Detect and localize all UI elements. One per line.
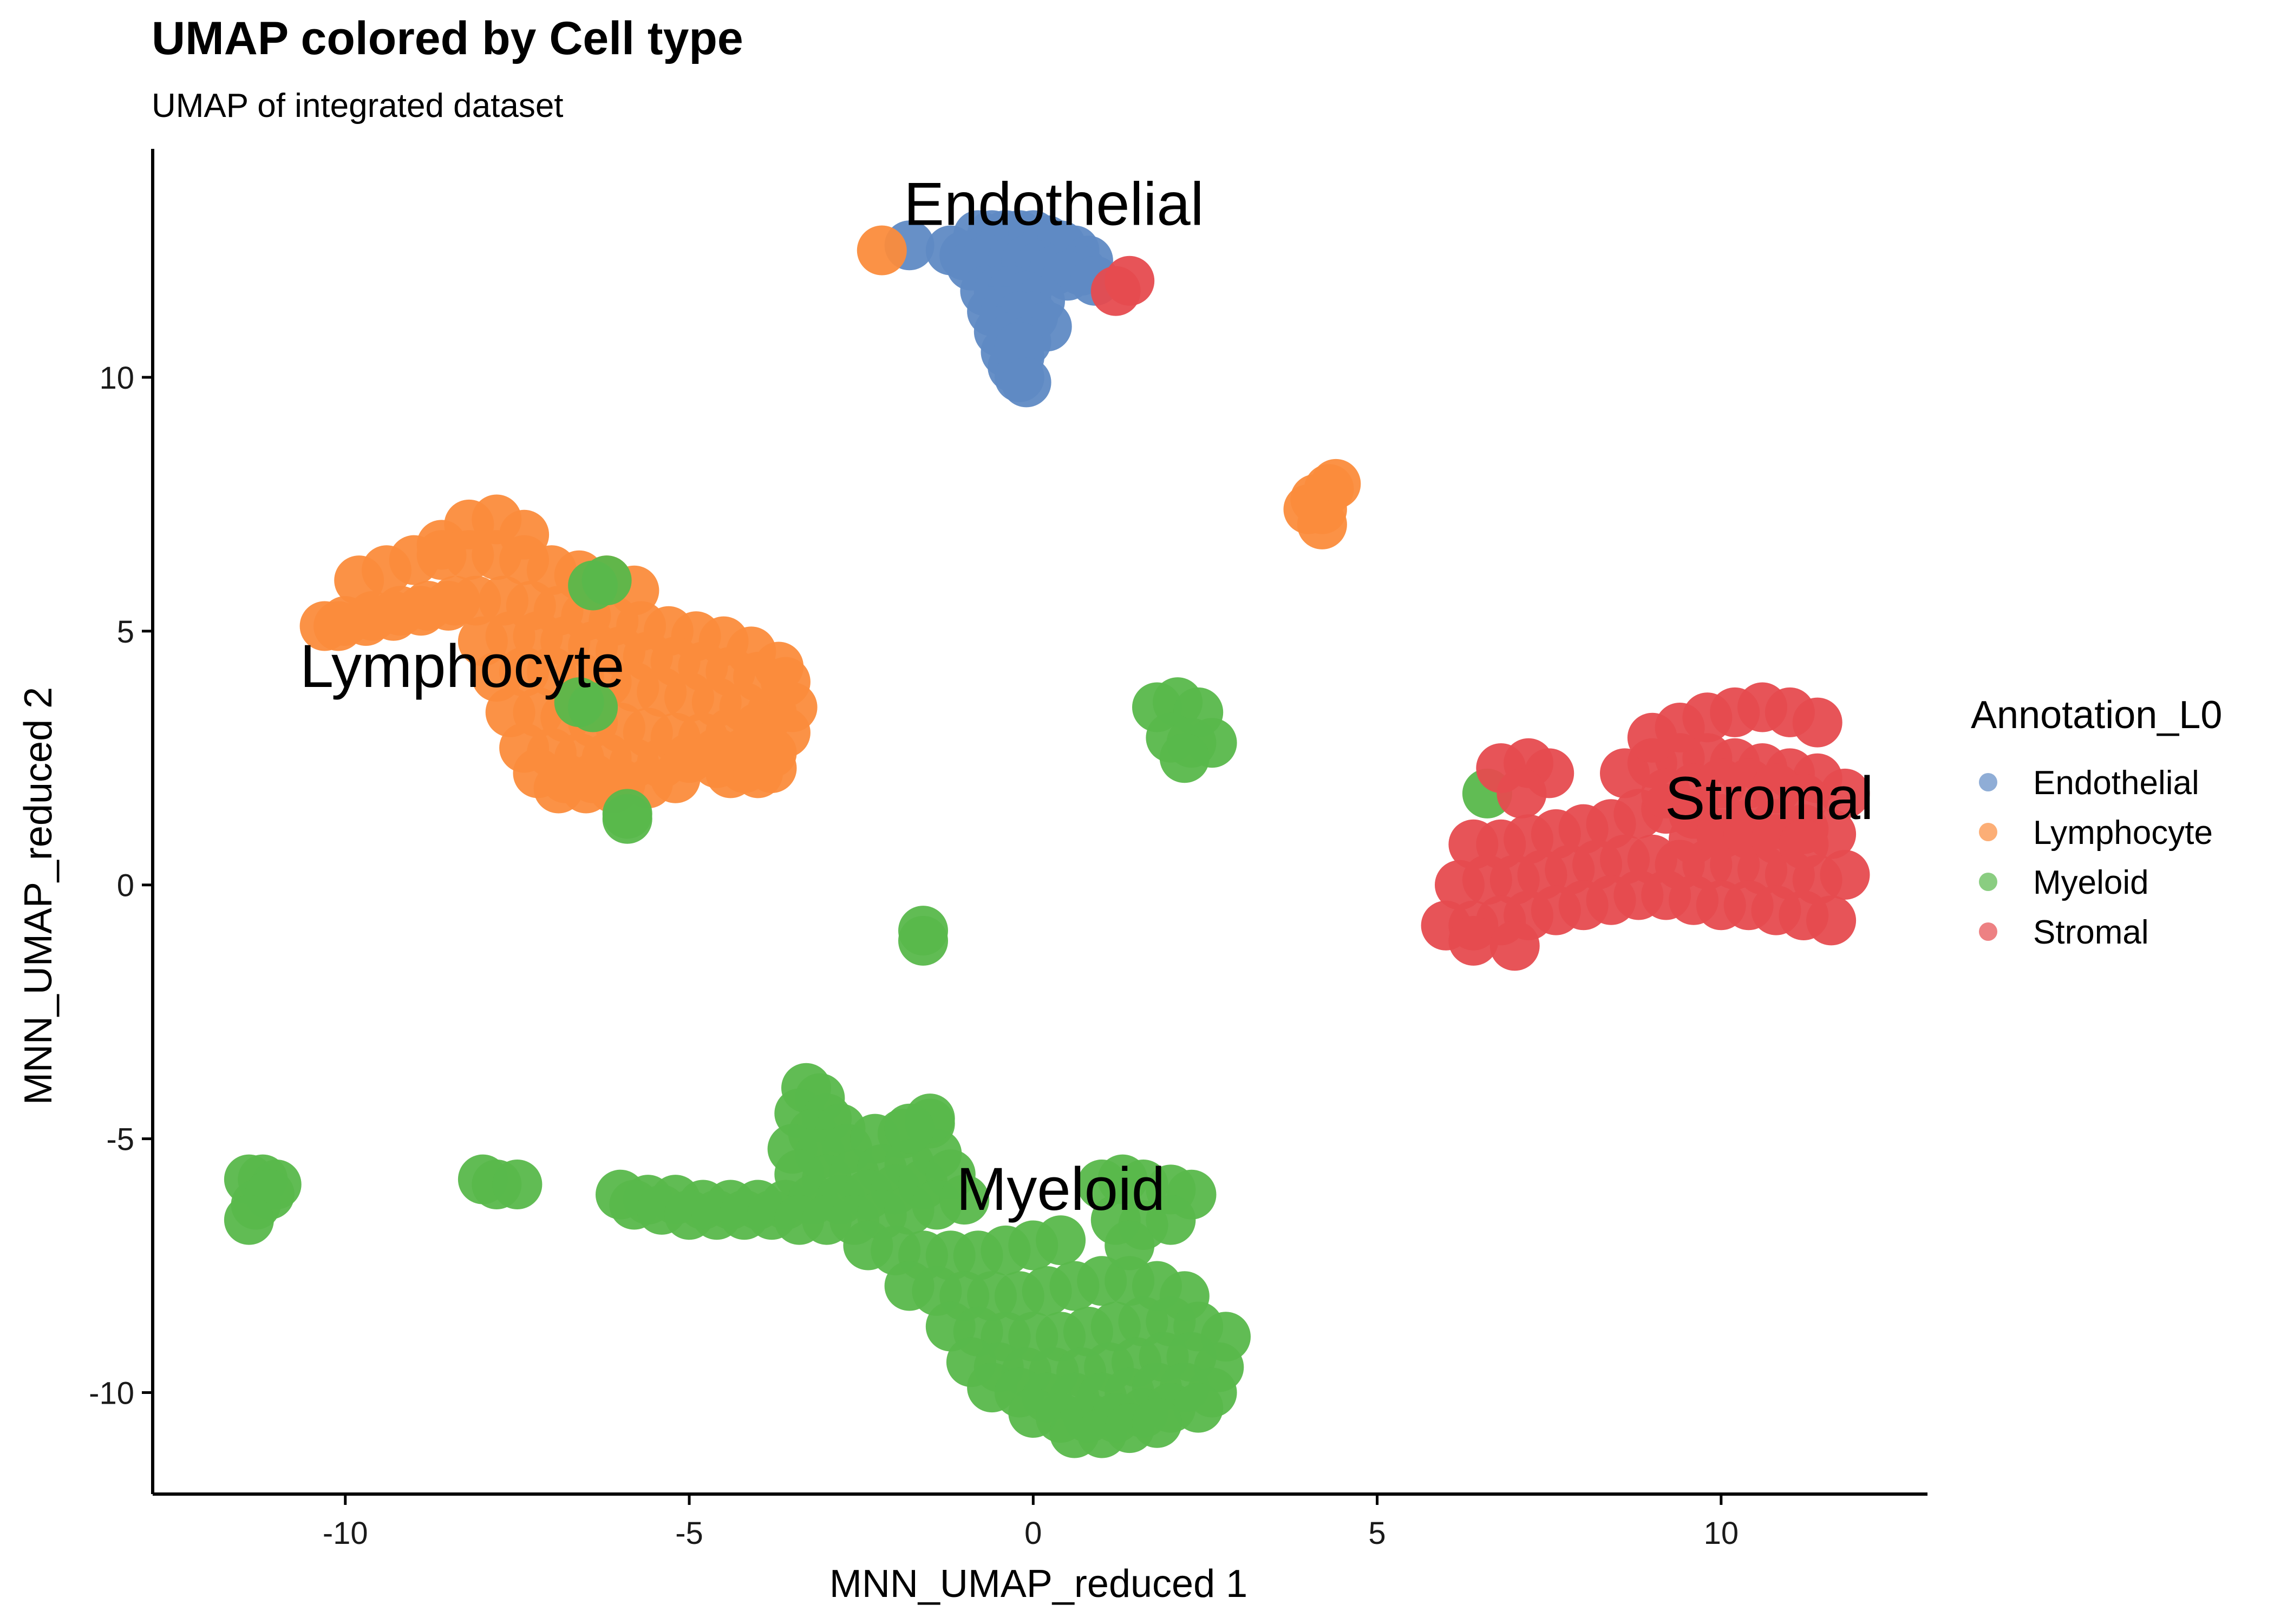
legend-label-endothelial: Endothelial [2033, 764, 2199, 802]
point-myeloid [568, 682, 618, 732]
cluster-label-endothelial: Endothelial [904, 171, 1204, 238]
point-lymphocyte [857, 225, 907, 276]
point-stromal [1792, 697, 1842, 748]
legend-key-lymphocyte [1979, 823, 1997, 841]
legend-label-lymphocyte: Lymphocyte [2033, 814, 2213, 852]
series-stromal [1090, 256, 1870, 971]
x-tick-label: 0 [1024, 1516, 1042, 1551]
cluster-label-myeloid: Myeloid [956, 1155, 1165, 1223]
cluster-label-lymphocyte: Lymphocyte [300, 632, 625, 700]
point-myeloid [1105, 1220, 1155, 1271]
legend-key-stromal [1979, 922, 1997, 941]
point-endothelial [1001, 357, 1051, 408]
y-tick-label: -5 [106, 1122, 134, 1157]
x-tick-label: 5 [1368, 1516, 1386, 1551]
series-myeloid [224, 555, 1512, 1458]
point-lymphocyte [733, 748, 783, 798]
point-stromal [1779, 774, 1829, 824]
cluster-label-layer: Endothelial Lymphocyte Stromal Myeloid [300, 171, 1874, 1223]
point-myeloid [492, 1160, 543, 1209]
point-myeloid [602, 794, 652, 844]
x-tick-label: -10 [323, 1516, 368, 1551]
y-tick-label: 0 [117, 868, 134, 903]
legend-label-myeloid: Myeloid [2033, 864, 2149, 901]
series-lymphocyte [299, 225, 1361, 814]
legend: Annotation_L0 Endothelial Lymphocyte Myelo… [1971, 693, 2222, 951]
legend-key-myeloid [1979, 873, 1997, 891]
point-myeloid [1132, 1398, 1182, 1448]
point-stromal [1820, 850, 1870, 900]
point-myeloid [898, 915, 948, 966]
y-axis-label: MNN_UMAP_reduced 2 [17, 687, 60, 1105]
point-stromal [1497, 768, 1547, 818]
y-tick-label: -10 [89, 1376, 134, 1411]
legend-items: Endothelial Lymphocyte Myeloid Stromal [1979, 764, 2213, 951]
cluster-label-stromal: Stromal [1665, 764, 1874, 832]
point-myeloid [581, 555, 632, 606]
legend-label-stromal: Stromal [2033, 914, 2149, 951]
y-tick-layer: -10 -5 0 5 10 [89, 361, 153, 1411]
point-myeloid [1146, 1195, 1196, 1245]
point-stromal [1806, 895, 1857, 946]
point-lymphocyte [650, 753, 701, 803]
y-tick-label: 5 [117, 614, 134, 650]
chart-title: UMAP colored by Cell type [152, 12, 743, 64]
point-myeloid [1159, 733, 1210, 783]
point-myeloid [939, 1175, 990, 1225]
chart-subtitle: UMAP of integrated dataset [152, 87, 564, 125]
x-tick-label: -5 [675, 1516, 703, 1551]
point-stromal [1105, 256, 1155, 306]
point-stromal [1489, 921, 1540, 971]
x-tick-layer: -10 -5 0 5 10 [323, 1494, 1739, 1551]
point-stromal [1820, 768, 1870, 818]
series-endothelial [884, 210, 1120, 408]
points-layer [224, 210, 1870, 1458]
x-axis-label: MNN_UMAP_reduced 1 [829, 1562, 1247, 1606]
point-myeloid [1173, 1383, 1224, 1433]
point-myeloid [884, 1103, 935, 1154]
point-myeloid [1036, 1215, 1086, 1266]
y-tick-label: 10 [99, 361, 134, 396]
point-lymphocyte [1297, 499, 1347, 549]
legend-title: Annotation_L0 [1971, 693, 2222, 737]
point-stromal [1448, 915, 1499, 966]
legend-key-endothelial [1979, 773, 1997, 791]
point-stromal [1779, 819, 1829, 869]
point-myeloid [224, 1195, 274, 1245]
x-tick-label: 10 [1704, 1516, 1739, 1551]
